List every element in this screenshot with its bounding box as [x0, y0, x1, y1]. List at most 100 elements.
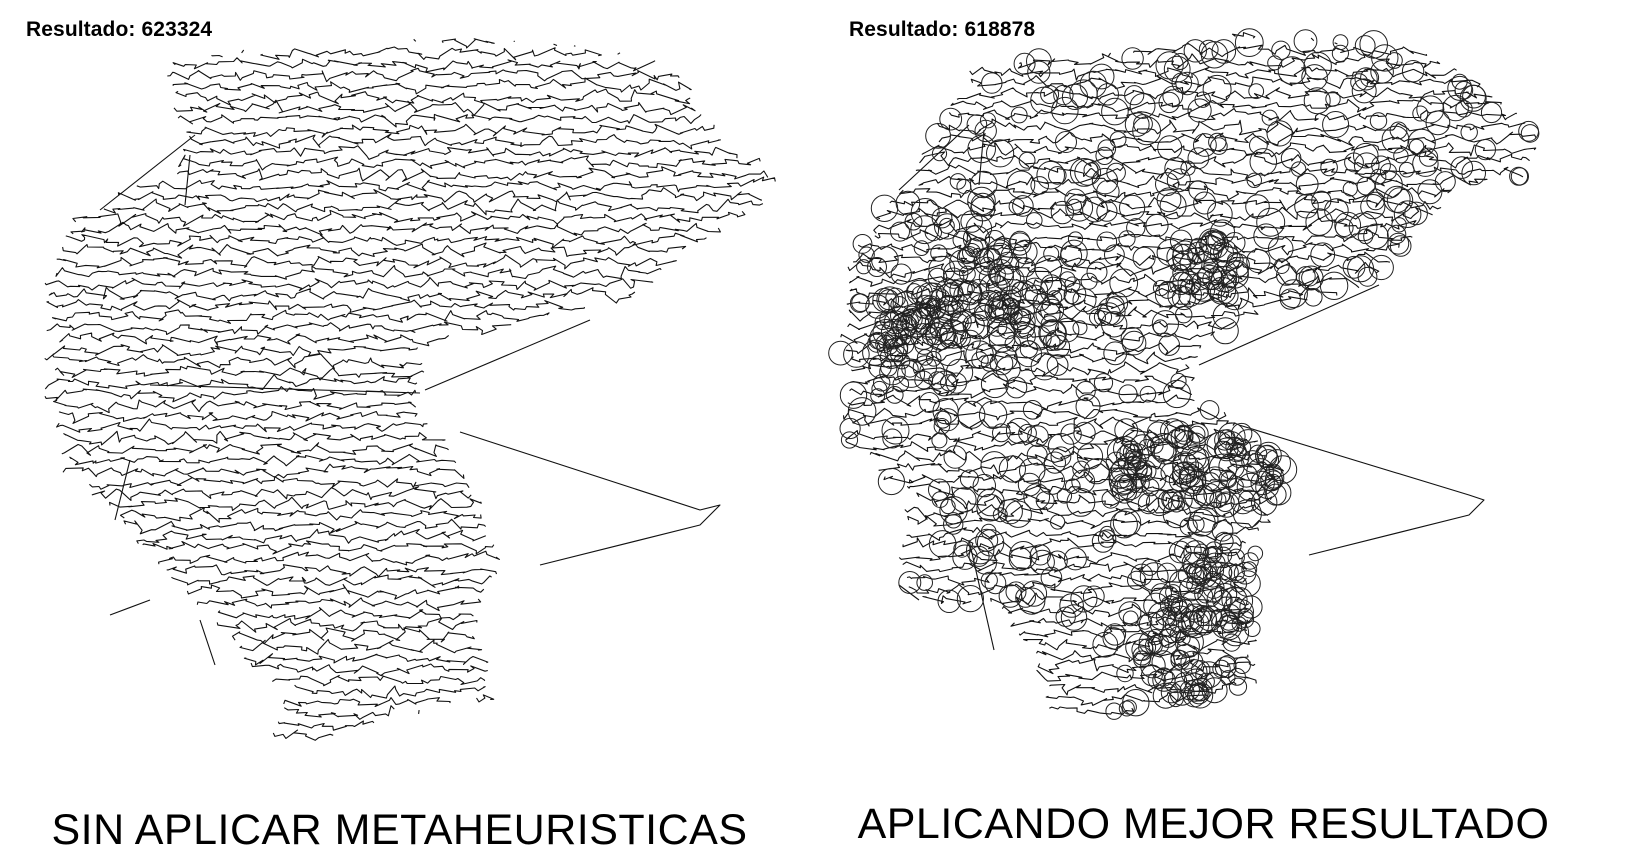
- circle-marker: [1214, 531, 1234, 552]
- circle-marker: [931, 491, 949, 509]
- circle-marker: [1188, 605, 1217, 634]
- circle-marker: [1118, 601, 1142, 625]
- circle-marker: [870, 388, 886, 404]
- circle-marker: [1163, 669, 1188, 694]
- circle-marker: [906, 279, 933, 306]
- circle-marker: [1434, 171, 1456, 193]
- circle-marker: [1056, 488, 1073, 504]
- circle-marker: [885, 386, 904, 404]
- circle-marker: [1156, 562, 1178, 584]
- route-long-edge: [424, 319, 591, 391]
- circle-marker: [1144, 636, 1163, 655]
- circle-marker: [892, 375, 910, 393]
- circle-marker: [1013, 52, 1036, 75]
- route-long-edge: [99, 134, 196, 211]
- circle-marker: [1347, 255, 1375, 283]
- circle-marker: [1211, 520, 1234, 542]
- circle-marker: [951, 294, 969, 312]
- circle-marker: [951, 487, 977, 513]
- circle-marker: [997, 318, 1019, 340]
- circle-marker: [1027, 60, 1051, 84]
- circle-marker: [873, 374, 891, 392]
- circle-marker: [998, 455, 1026, 483]
- circle-marker: [978, 266, 1001, 289]
- circle-marker: [1187, 461, 1204, 478]
- circle-marker: [1241, 450, 1265, 473]
- circle-marker: [1065, 193, 1094, 222]
- panel-without-metaheuristics: Resultado: 623324 SIN APLICAR METAHEURIST…: [26, 18, 776, 854]
- circle-marker: [1172, 243, 1199, 271]
- circle-marker: [1118, 384, 1138, 404]
- route-map: [828, 28, 1540, 720]
- circle-marker: [910, 198, 940, 227]
- circle-marker: [1253, 223, 1279, 249]
- circle-marker: [1097, 139, 1117, 158]
- circle-marker: [1047, 433, 1075, 460]
- circle-marker: [1043, 245, 1060, 262]
- circle-marker: [1050, 446, 1072, 468]
- circle-marker: [1387, 232, 1410, 255]
- circle-marker: [996, 251, 1020, 275]
- circle-marker: [1221, 619, 1250, 647]
- circle-marker: [935, 278, 960, 303]
- circle-marker: [1118, 700, 1135, 717]
- circle-marker: [1188, 425, 1206, 443]
- circle-marker: [1005, 376, 1028, 399]
- circle-marker: [992, 291, 1011, 310]
- circle-marker: [1256, 207, 1286, 237]
- circle-marker: [1127, 570, 1147, 590]
- circle-marker: [1065, 478, 1081, 495]
- circle-marker: [1303, 51, 1332, 81]
- circle-marker: [959, 265, 976, 283]
- circle-marker: [1013, 239, 1038, 265]
- circle-marker: [1155, 172, 1179, 197]
- circle-marker: [943, 445, 967, 469]
- circle-marker: [1183, 39, 1207, 63]
- circle-marker: [905, 306, 934, 335]
- circle-marker: [926, 299, 947, 320]
- circle-marker: [1158, 280, 1177, 299]
- circle-marker: [1104, 244, 1125, 266]
- circle-marker: [928, 530, 957, 558]
- circle-marker: [1271, 40, 1291, 60]
- circle-marker: [1174, 537, 1202, 565]
- circle-marker: [916, 282, 944, 310]
- circle-marker: [1168, 540, 1192, 564]
- circle-marker: [893, 352, 911, 370]
- circle-marker: [1048, 166, 1067, 185]
- circle-marker: [1231, 422, 1253, 445]
- circle-marker: [1039, 320, 1067, 347]
- circle-marker: [898, 571, 922, 594]
- circle-marker: [1121, 330, 1147, 356]
- circle-marker: [1279, 279, 1308, 309]
- circle-marker: [1354, 67, 1378, 91]
- circle-marker: [1167, 495, 1186, 513]
- circle-marker: [1217, 274, 1237, 294]
- circle-marker: [1040, 85, 1060, 104]
- circle-marker: [1172, 252, 1191, 271]
- circle-marker: [976, 488, 1005, 517]
- circle-marker: [1040, 298, 1065, 323]
- circle-marker: [1053, 84, 1074, 106]
- circle-marker: [1161, 623, 1181, 644]
- circle-marker: [1371, 155, 1391, 176]
- circle-marker: [1091, 167, 1119, 195]
- circle-marker: [1139, 562, 1169, 592]
- circle-marker: [931, 432, 948, 449]
- circle-marker: [1374, 170, 1403, 199]
- circle-marker: [890, 221, 910, 242]
- circle-marker: [1290, 161, 1307, 177]
- circle-marker: [1178, 283, 1203, 307]
- circle-marker: [1114, 418, 1139, 443]
- circle-marker: [1217, 422, 1246, 451]
- circle-marker: [1246, 172, 1262, 189]
- circle-marker: [1412, 105, 1429, 122]
- circle-marker: [906, 283, 923, 300]
- circle-marker: [865, 294, 890, 319]
- circle-marker: [1064, 188, 1087, 211]
- circle-marker: [1197, 587, 1214, 604]
- circle-marker: [1162, 85, 1184, 107]
- circle-marker: [1025, 266, 1054, 295]
- circle-marker: [995, 356, 1021, 382]
- circle-marker: [1005, 581, 1027, 603]
